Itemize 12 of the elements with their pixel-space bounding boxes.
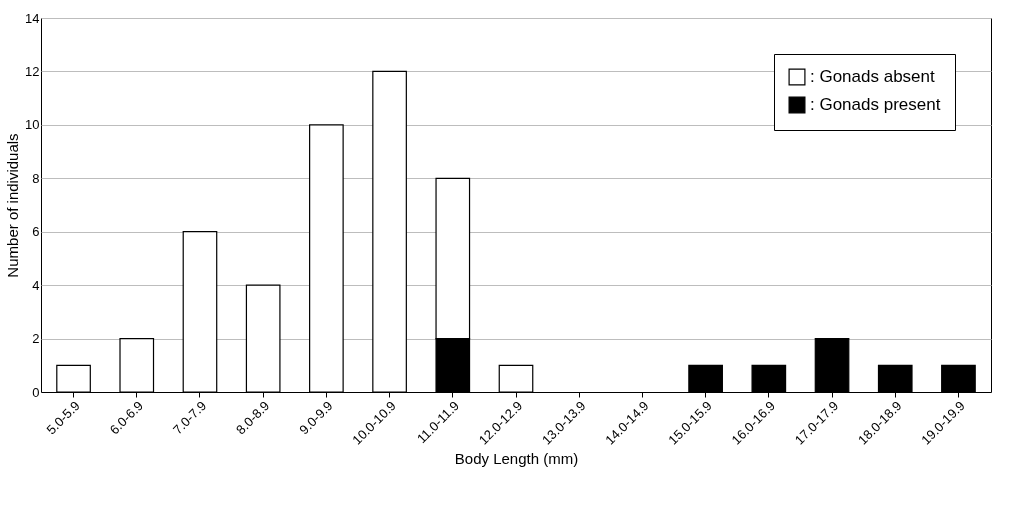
y-tick-label: 2 xyxy=(32,331,40,347)
legend-label: : Gonads absent xyxy=(810,67,936,86)
y-tick-label: 14 xyxy=(25,10,40,26)
y-tick-label: 12 xyxy=(25,63,40,79)
y-tick-label: 0 xyxy=(32,384,40,400)
y-tick-label: 8 xyxy=(32,170,40,186)
y-tick-label: 4 xyxy=(32,277,40,293)
y-tick-label: 10 xyxy=(25,117,40,133)
legend-label: : Gonads present xyxy=(810,95,941,114)
x-axis-title: Body Length (mm) xyxy=(454,449,579,467)
y-tick-label: 6 xyxy=(32,224,40,240)
y-axis-title: Number of individuals xyxy=(4,133,22,278)
